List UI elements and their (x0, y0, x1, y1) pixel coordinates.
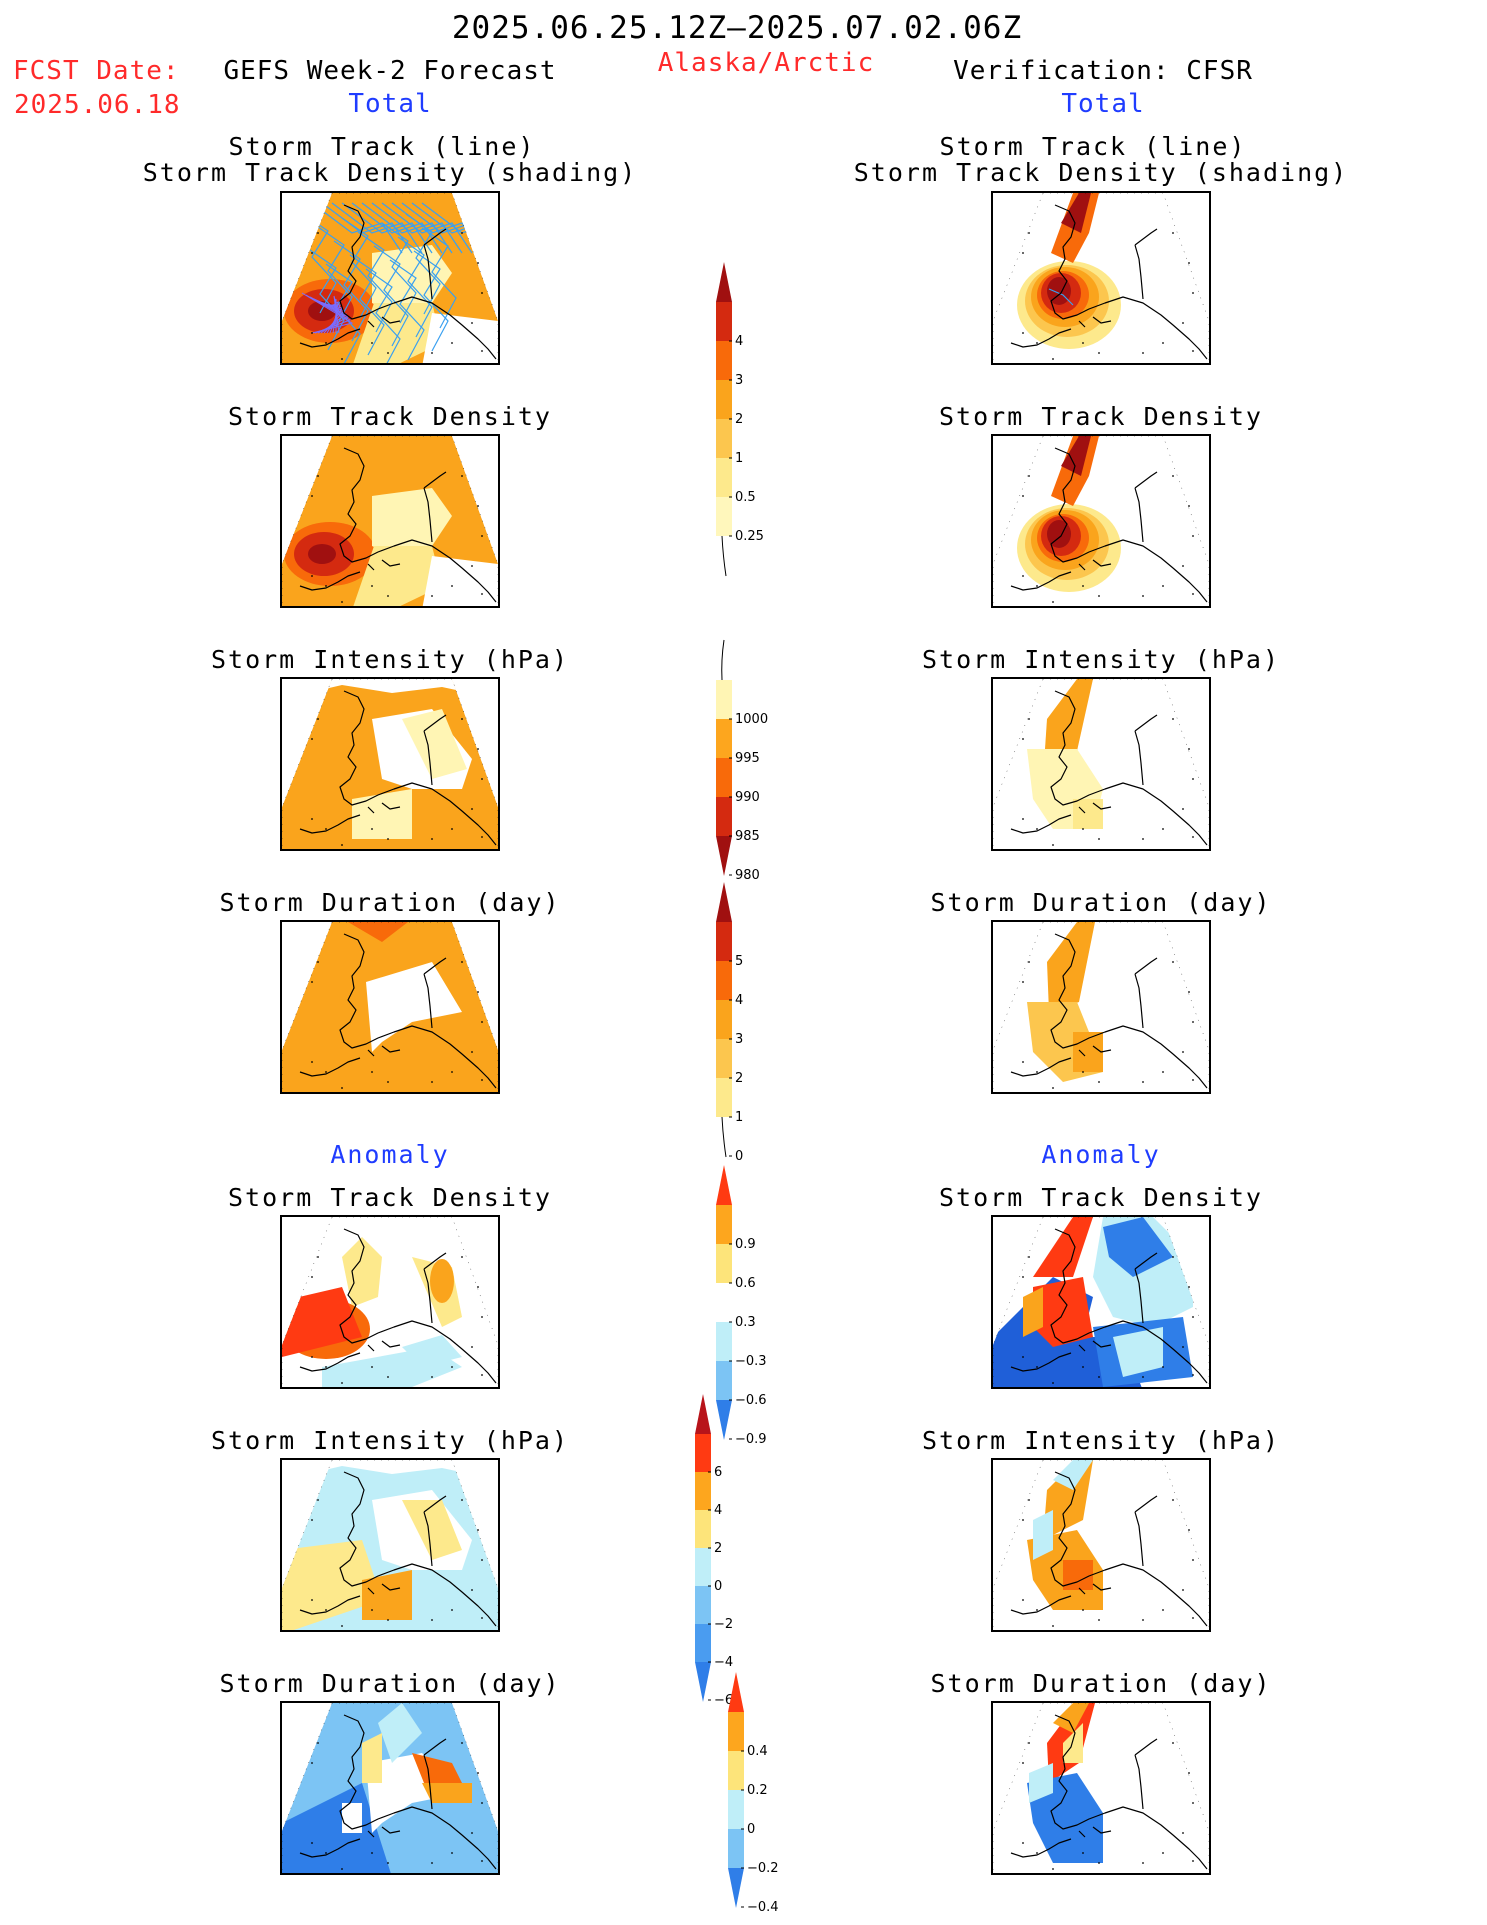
fcst-date-label: FCST Date: (13, 56, 180, 86)
map-duration-forecast (280, 920, 500, 1094)
map-duration-verification (991, 920, 1211, 1094)
colorbar-tick-label: 985 (735, 829, 760, 844)
colorbar-tick-label: 0 (747, 1822, 755, 1837)
panel-title-intensity-left: Storm Intensity (hPa) (210, 645, 570, 674)
map-intensity-anomaly-verification (991, 1458, 1211, 1632)
colorbar-tick-label: −6 (714, 1693, 733, 1708)
map-intensity-verification (991, 677, 1211, 851)
map-track-forecast (280, 191, 500, 365)
panel-title-duration-anom-right: Storm Duration (day) (930, 1669, 1272, 1698)
left-column-title: GEFS Week-2 Forecast (223, 56, 557, 86)
colorbar-tick-label: −0.4 (747, 1900, 779, 1915)
colorbar-tick-label: 4 (735, 993, 743, 1008)
colorbar-tick-label: −0.9 (735, 1432, 767, 1447)
colorbar-density-total: 4 3 2 1 0.5 0.25 (716, 262, 796, 580)
panel-title-density-anom-right: Storm Track Density (939, 1183, 1263, 1212)
colorbar-tick-label: −2 (714, 1617, 733, 1632)
map-density-anomaly-forecast (280, 1215, 500, 1389)
colorbar-tick-label: −0.2 (747, 1861, 779, 1876)
left-anomaly-label: Anomaly (330, 1140, 450, 1169)
colorbar-tick-label: 6 (714, 1465, 722, 1480)
colorbar-tick-label: 3 (735, 1032, 743, 1047)
map-density-forecast (280, 434, 500, 608)
colorbar-tick-label: 0.5 (735, 490, 756, 505)
panel-title-density-left: Storm Track Density (228, 402, 552, 431)
panel-title-duration-anom-left: Storm Duration (day) (219, 1669, 561, 1698)
colorbar-tick-label: 980 (735, 868, 760, 883)
panel-title-density-right: Storm Track Density (939, 402, 1263, 431)
colorbar-tick-label: 0.9 (735, 1237, 756, 1252)
colorbar-tick-label: −0.3 (735, 1354, 767, 1369)
panel-title-intensity-right: Storm Intensity (hPa) (921, 645, 1281, 674)
colorbar-duration-anomaly: 0.4 0.2 0 −0.2 −0.4 (728, 1672, 808, 1915)
panel-title-track-shading-right: Storm Track Density (shading) (853, 158, 1349, 187)
colorbar-intensity-anomaly: 6 4 2 0 −2 −4 −6 (695, 1394, 775, 1708)
region-title: Alaska/Arctic (657, 48, 875, 78)
map-density-verification (991, 434, 1211, 608)
map-intensity-anomaly-forecast (280, 1458, 500, 1632)
right-column-title: Verification: CFSR (953, 56, 1253, 86)
left-total-label: Total (348, 89, 432, 119)
colorbar-tick-label: 0.2 (747, 1783, 768, 1798)
panel-title-track-line-right: Storm Track (line) (939, 132, 1247, 161)
colorbar-tick-label: 0 (735, 1149, 743, 1164)
colorbar-tick-label: 3 (735, 373, 743, 388)
panel-title-track-shading-left: Storm Track Density (shading) (142, 158, 638, 187)
map-duration-anomaly-verification (991, 1701, 1211, 1875)
panel-title-intensity-anom-right: Storm Intensity (hPa) (921, 1426, 1281, 1455)
colorbar-tick-label: 1000 (735, 712, 768, 727)
right-total-label: Total (1061, 89, 1145, 119)
right-anomaly-label: Anomaly (1041, 1140, 1161, 1169)
colorbar-tick-label: 990 (735, 790, 760, 805)
fcst-date-value: 2025.06.18 (14, 90, 181, 120)
colorbar-intensity-total: 1000 995 990 985 980 (716, 639, 796, 883)
colorbar-tick-label: 1 (735, 1110, 743, 1125)
colorbar-density-anomaly: 0.9 0.6 0.3 −0.3 −0.6 −0.9 (716, 1165, 796, 1447)
colorbar-tick-label: 2 (735, 1071, 743, 1086)
colorbar-tick-label: 2 (735, 412, 743, 427)
date-range-title: 2025.06.25.12Z–2025.07.02.06Z (451, 10, 1023, 46)
colorbar-tick-label: 0.3 (735, 1315, 756, 1330)
panel-title-duration-right: Storm Duration (day) (930, 888, 1272, 917)
map-density-anomaly-verification (991, 1215, 1211, 1389)
colorbar-tick-label: 5 (735, 954, 743, 969)
map-track-verification (991, 191, 1211, 365)
colorbar-tick-label: 0.4 (747, 1744, 768, 1759)
colorbar-tick-label: 4 (735, 334, 743, 349)
colorbar-tick-label: 1 (735, 451, 743, 466)
colorbar-tick-label: 0 (714, 1579, 722, 1594)
colorbar-tick-label: 4 (714, 1503, 722, 1518)
colorbar-tick-label: 2 (714, 1541, 722, 1556)
colorbar-tick-label: −4 (714, 1655, 733, 1670)
map-intensity-forecast (280, 677, 500, 851)
colorbar-tick-label: 995 (735, 751, 760, 766)
colorbar-tick-label: −0.6 (735, 1393, 767, 1408)
panel-title-duration-left: Storm Duration (day) (219, 888, 561, 917)
panel-title-intensity-anom-left: Storm Intensity (hPa) (210, 1426, 570, 1455)
map-duration-anomaly-forecast (280, 1701, 500, 1875)
panel-title-density-anom-left: Storm Track Density (228, 1183, 552, 1212)
panel-title-track-line-left: Storm Track (line) (228, 132, 536, 161)
colorbar-tick-label: 0.25 (735, 529, 764, 544)
colorbar-duration-total: 5 4 3 2 1 0 (716, 882, 796, 1164)
colorbar-tick-label: 0.6 (735, 1276, 756, 1291)
